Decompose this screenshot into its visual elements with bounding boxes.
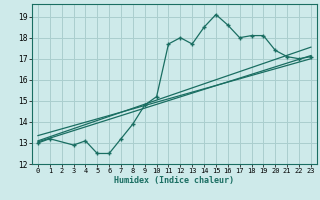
X-axis label: Humidex (Indice chaleur): Humidex (Indice chaleur) — [115, 176, 234, 185]
